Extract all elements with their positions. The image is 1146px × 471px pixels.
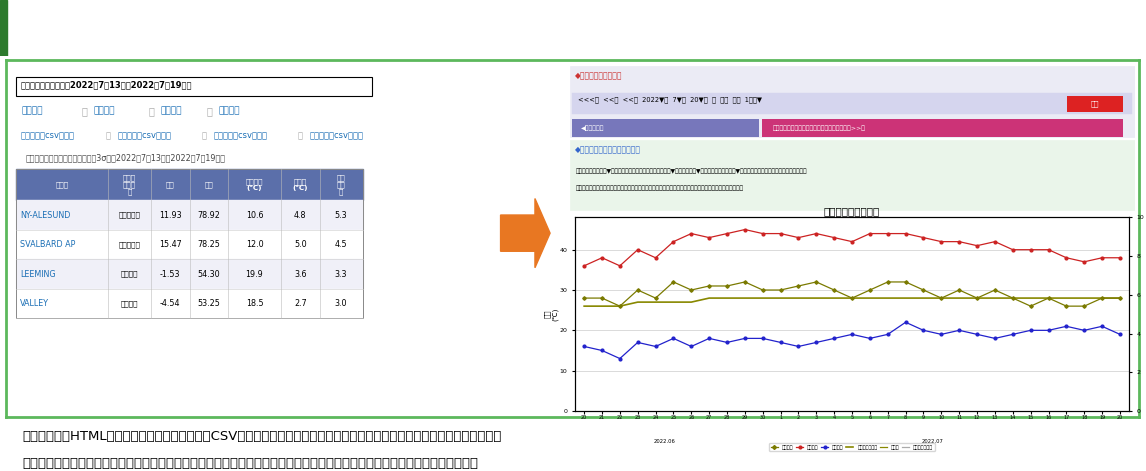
Text: 2.7: 2.7	[293, 299, 307, 308]
Text: ◆年月日選択フォーム: ◆年月日選択フォーム	[575, 72, 622, 81]
Text: 地点名: 地点名	[55, 181, 69, 188]
Bar	[16, 169, 363, 200]
Text: 表示: 表示	[1091, 101, 1099, 107]
Text: 3.3: 3.3	[335, 269, 347, 279]
Bar	[762, 119, 1123, 137]
Text: ータグラフ」のページに移動します。地域区分・地域名に対応する国や領域はこちらからご確認ください。: ータグラフ」のページに移動します。地域区分・地域名に対応する国や領域はこちらから…	[575, 186, 744, 191]
Text: 平年差
(℃): 平年差 (℃)	[292, 178, 308, 191]
Text: 4.5: 4.5	[335, 240, 347, 249]
Text: 53.25: 53.25	[197, 299, 220, 308]
Bar	[572, 119, 759, 137]
Text: 緯度: 緯度	[204, 181, 213, 188]
Text: 異常多雨: 異常多雨	[160, 106, 182, 116]
Text: ノルウェー: ノルウェー	[118, 212, 140, 219]
Text: SVALBARD AP: SVALBARD AP	[21, 240, 76, 249]
Text: LEEMING: LEEMING	[21, 269, 56, 279]
Bar	[16, 200, 363, 230]
Text: イギリス: イギリス	[120, 271, 139, 277]
Text: 18.5: 18.5	[245, 299, 264, 308]
Bar	[16, 260, 363, 289]
Text: 78.92: 78.92	[197, 211, 220, 219]
Text: 4.8: 4.8	[295, 211, 306, 219]
Bar	[570, 66, 1135, 137]
Text: 平均気温
(℃): 平均気温 (℃)	[245, 178, 264, 191]
Text: 5.3: 5.3	[335, 211, 347, 219]
Text: 78.25: 78.25	[197, 240, 220, 249]
Text: 異常天候地点リスト（2022年7月13日～2022年7月19日）: 異常天候地点リスト（2022年7月13日～2022年7月19日）	[21, 80, 193, 89]
Text: 3.6: 3.6	[295, 269, 306, 279]
Text: 異常高温（csv形式）: 異常高温（csv形式）	[21, 131, 76, 140]
Text: 異常高温: 異常高温	[21, 106, 42, 116]
Bar	[0, 0, 7, 56]
Text: ｜: ｜	[105, 131, 110, 140]
Text: 異常低温（csv形式）: 異常低温（csv形式）	[117, 131, 172, 140]
Text: 10.6: 10.6	[245, 211, 264, 219]
Bar	[1067, 96, 1123, 112]
Text: 月計計値の表示（新しいウィンドウが開きます>>）: 月計計値の表示（新しいウィンドウが開きます>>）	[772, 125, 866, 130]
Text: ｜: ｜	[206, 106, 212, 117]
Text: ◆国・領域別地点検索フォーム: ◆国・領域別地点検索フォーム	[575, 146, 642, 154]
Text: ノルウェー: ノルウェー	[118, 241, 140, 248]
Text: <<<年  <<月  <<日  2022▼年  7▼月  20▼日  日  月》  期間  1か月▼: <<<年 <<月 <<日 2022▼年 7▼月 20▼日 日 月》 期間 1か月…	[578, 96, 762, 103]
Text: 19.9: 19.9	[245, 269, 264, 279]
Text: 異常低温: 異常低温	[93, 106, 115, 116]
Text: -1.53: -1.53	[160, 269, 181, 279]
Text: 地域区分・地域名：▼地域区分・地域名を選択してください▼　国・領域：▼国を選択してください▼　地点検索　地点を選択すると「地点別デ: 地域区分・地域名：▼地域区分・地域名を選択してください▼ 国・領域：▼国を選択し…	[575, 168, 807, 174]
Text: 異常多雨（csv形式）: 異常多雨（csv形式）	[213, 131, 268, 140]
Text: VALLEY: VALLEY	[21, 299, 49, 308]
Text: コルドバ　スペイン: コルドバ スペイン	[824, 206, 880, 216]
Text: 5.0: 5.0	[293, 240, 307, 249]
Text: 経度: 経度	[166, 181, 174, 188]
Text: 異常少雨（csv形式）: 異常少雨（csv形式）	[309, 131, 364, 140]
FancyArrow shape	[501, 199, 550, 268]
Bar	[16, 230, 363, 260]
Text: 異常少雨: 異常少雨	[219, 106, 240, 116]
Bar	[16, 289, 363, 318]
Text: 12.0: 12.0	[245, 240, 264, 249]
Text: 11.93: 11.93	[159, 211, 181, 219]
Text: イギリス: イギリス	[120, 300, 139, 307]
Text: -4.54: -4.54	[160, 299, 181, 308]
Bar	[570, 140, 1135, 211]
Text: 15.47: 15.47	[159, 240, 182, 249]
Text: 規格
化偏
差: 規格 化偏 差	[337, 174, 346, 195]
Bar	[572, 92, 1132, 114]
Text: NY-ALESUND: NY-ALESUND	[21, 211, 71, 219]
Text: 3.0: 3.0	[335, 299, 347, 308]
Text: 54.30: 54.30	[197, 269, 220, 279]
Text: 国また
は地域
名: 国また は地域 名	[123, 174, 136, 195]
Text: 【改善点１】地点毎の観測データと「世界の天候データツール（ClimatView）」へのリンク: 【改善点１】地点毎の観測データと「世界の天候データツール（ClimatView）…	[14, 18, 596, 38]
Text: ｜: ｜	[81, 106, 87, 117]
Text: 観測データをHTML形式で閲覧することができ、CSV形式へのリンクから容易にダウンロードできるようになりました（左）。: 観測データをHTML形式で閲覧することができ、CSV形式へのリンクから容易にダウ…	[23, 430, 502, 443]
Text: 観測データにリンクされた「世界の天候データツール（右）」から平年値や直近の気温や降水量の経過がひと目でわかります。: 観測データにリンクされた「世界の天候データツール（右）」から平年値や直近の気温や…	[23, 457, 479, 470]
Text: ｜: ｜	[298, 131, 303, 140]
Bar	[16, 169, 363, 318]
Text: ◀マップ表示: ◀マップ表示	[581, 125, 604, 130]
Text: 主な異常高温地点（規格化偏差＞3σ）（2022年7月13日～2022年7月19日）: 主な異常高温地点（規格化偏差＞3σ）（2022年7月13日～2022年7月19日…	[26, 154, 226, 162]
Text: ｜: ｜	[202, 131, 206, 140]
Text: ｜: ｜	[149, 106, 155, 117]
